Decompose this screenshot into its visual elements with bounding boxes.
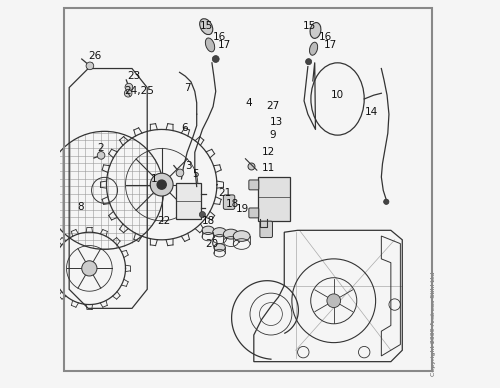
FancyBboxPatch shape (249, 180, 259, 190)
Circle shape (98, 152, 105, 159)
Text: 4: 4 (246, 98, 252, 108)
Circle shape (212, 55, 219, 62)
Circle shape (86, 62, 94, 70)
Text: 3: 3 (186, 161, 192, 171)
Text: 17: 17 (324, 40, 336, 50)
Text: 24,25: 24,25 (124, 86, 154, 95)
Text: 19: 19 (236, 204, 249, 214)
Text: 13: 13 (270, 117, 283, 127)
Text: 18: 18 (202, 216, 214, 226)
Text: 23: 23 (128, 71, 141, 81)
Text: 22: 22 (158, 216, 170, 226)
Text: 21: 21 (218, 188, 231, 197)
Text: Copyright 2009 Andreas Stihl Ltd: Copyright 2009 Andreas Stihl Ltd (431, 272, 436, 376)
Text: 16: 16 (318, 31, 332, 42)
Ellipse shape (310, 23, 321, 38)
Text: 9: 9 (270, 130, 276, 140)
Circle shape (157, 180, 166, 189)
Text: 7: 7 (184, 83, 191, 93)
Ellipse shape (310, 42, 318, 55)
Ellipse shape (233, 231, 250, 241)
Text: 16: 16 (212, 31, 226, 42)
Circle shape (125, 83, 132, 91)
FancyBboxPatch shape (176, 183, 201, 219)
Text: 15: 15 (302, 21, 316, 31)
FancyBboxPatch shape (249, 208, 259, 218)
Circle shape (306, 59, 312, 65)
Ellipse shape (224, 229, 238, 239)
Circle shape (124, 90, 132, 97)
FancyBboxPatch shape (224, 195, 235, 210)
Text: 14: 14 (365, 107, 378, 117)
Text: 1: 1 (151, 174, 158, 184)
Circle shape (327, 294, 340, 308)
Text: 27: 27 (266, 101, 280, 111)
Circle shape (150, 173, 173, 196)
Text: 6: 6 (181, 123, 188, 133)
Circle shape (200, 211, 205, 218)
Text: 2: 2 (98, 144, 104, 154)
Text: 18: 18 (226, 199, 239, 209)
Text: 15: 15 (200, 21, 213, 31)
Ellipse shape (214, 244, 226, 251)
FancyBboxPatch shape (260, 221, 272, 237)
Text: 20: 20 (206, 239, 218, 249)
Ellipse shape (200, 19, 213, 35)
Ellipse shape (202, 226, 214, 234)
Text: 26: 26 (88, 51, 102, 61)
Text: 8: 8 (78, 203, 84, 213)
Circle shape (384, 199, 389, 204)
Ellipse shape (212, 228, 226, 237)
Text: 10: 10 (331, 90, 344, 100)
FancyBboxPatch shape (258, 177, 290, 221)
Text: 12: 12 (262, 147, 275, 157)
Circle shape (82, 261, 97, 276)
Text: 17: 17 (218, 40, 230, 50)
Ellipse shape (206, 38, 214, 52)
Text: 5: 5 (192, 169, 199, 179)
Circle shape (176, 169, 184, 177)
Text: 11: 11 (262, 163, 275, 173)
